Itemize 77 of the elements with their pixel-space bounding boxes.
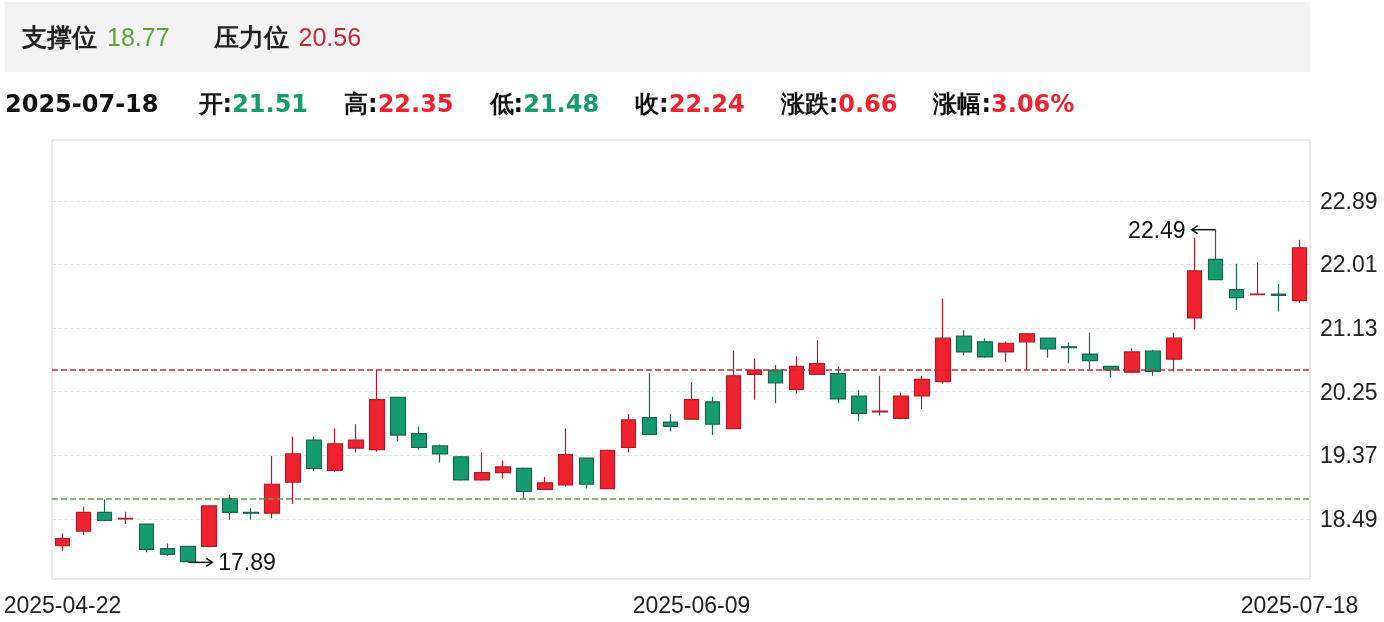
text: 压力位 20.56 bbox=[213, 22, 362, 52]
candlestick bbox=[1270, 283, 1287, 313]
candlestick bbox=[410, 425, 428, 451]
y-tick-label: 18.49 bbox=[1320, 505, 1378, 532]
y-tick-label: 20.25 bbox=[1320, 378, 1378, 405]
candlestick bbox=[704, 396, 721, 436]
candlestick bbox=[1207, 229, 1224, 281]
candlestick bbox=[473, 451, 491, 482]
candlestick bbox=[347, 423, 365, 454]
candlestick bbox=[788, 355, 805, 395]
candlestick bbox=[221, 494, 239, 521]
candlestick bbox=[1060, 341, 1078, 365]
candlestick bbox=[179, 545, 197, 563]
candlestick bbox=[871, 375, 889, 417]
candlestick bbox=[955, 329, 973, 357]
candlestick bbox=[1144, 349, 1162, 377]
text: 低:21.48 bbox=[489, 90, 600, 118]
candlestick bbox=[1228, 263, 1245, 311]
x-tick-label: 2025-06-09 bbox=[632, 591, 751, 618]
candlestick bbox=[767, 364, 784, 404]
y-tick-label: 21.13 bbox=[1320, 315, 1378, 342]
candlestick bbox=[683, 381, 700, 421]
candlestick bbox=[620, 413, 637, 454]
candlestick bbox=[892, 391, 910, 420]
annotation: 17.89 bbox=[218, 549, 276, 576]
candlestick bbox=[431, 443, 449, 464]
candlestick bbox=[1186, 237, 1203, 331]
candlestick bbox=[850, 389, 868, 422]
candlestick bbox=[368, 368, 386, 453]
candlestick bbox=[536, 476, 554, 491]
y-tick-label: 19.37 bbox=[1320, 442, 1378, 469]
candlestick bbox=[452, 455, 470, 482]
text: 开:21.51 bbox=[198, 90, 309, 118]
candlestick bbox=[725, 349, 742, 430]
candlestick bbox=[138, 523, 155, 553]
x-tick-label: 2025-07-18 bbox=[1240, 591, 1359, 618]
candlestick bbox=[75, 506, 92, 536]
candlestick bbox=[494, 459, 512, 480]
candlestick bbox=[1249, 261, 1266, 296]
candlestick bbox=[242, 507, 260, 521]
text: 高:22.35 bbox=[344, 90, 454, 118]
candlestick bbox=[200, 504, 218, 548]
candlestick bbox=[1081, 331, 1099, 370]
candlestick bbox=[934, 297, 952, 385]
annotation: 22.49 bbox=[1128, 216, 1186, 243]
candlestick bbox=[1018, 332, 1036, 370]
candlestick bbox=[305, 435, 323, 472]
candlestick bbox=[746, 357, 763, 401]
candlestick bbox=[159, 542, 176, 557]
candlestick bbox=[557, 427, 574, 488]
candlestick bbox=[1039, 337, 1057, 359]
candlestick bbox=[641, 372, 658, 436]
text: 涨跌:0.66 bbox=[780, 90, 898, 118]
candlestick bbox=[1123, 347, 1141, 374]
candlestick bbox=[117, 511, 134, 525]
candlestick bbox=[599, 448, 616, 490]
candlestick bbox=[976, 337, 994, 359]
x-tick-label: 2025-04-22 bbox=[3, 591, 122, 618]
candlestick bbox=[662, 413, 679, 433]
candlestick bbox=[913, 375, 931, 410]
candlestick bbox=[284, 435, 302, 505]
candlestick bbox=[1291, 239, 1308, 304]
text: 支撑位 18.77 bbox=[22, 22, 170, 52]
candlestick bbox=[263, 455, 281, 519]
text: 收:22.24 bbox=[635, 90, 745, 118]
candlestick bbox=[578, 456, 595, 490]
candlestick bbox=[389, 396, 407, 443]
y-tick-label: 22.89 bbox=[1320, 187, 1378, 214]
candlestick bbox=[829, 365, 847, 404]
text: 2025-07-18 bbox=[5, 90, 159, 118]
candlestick bbox=[54, 532, 71, 552]
text: 涨幅:3.06% bbox=[933, 90, 1075, 118]
candlestick bbox=[515, 467, 533, 499]
candlestick bbox=[326, 427, 344, 473]
y-tick-label: 22.01 bbox=[1320, 251, 1378, 278]
candlestick bbox=[997, 341, 1015, 363]
candlestick bbox=[96, 498, 113, 522]
